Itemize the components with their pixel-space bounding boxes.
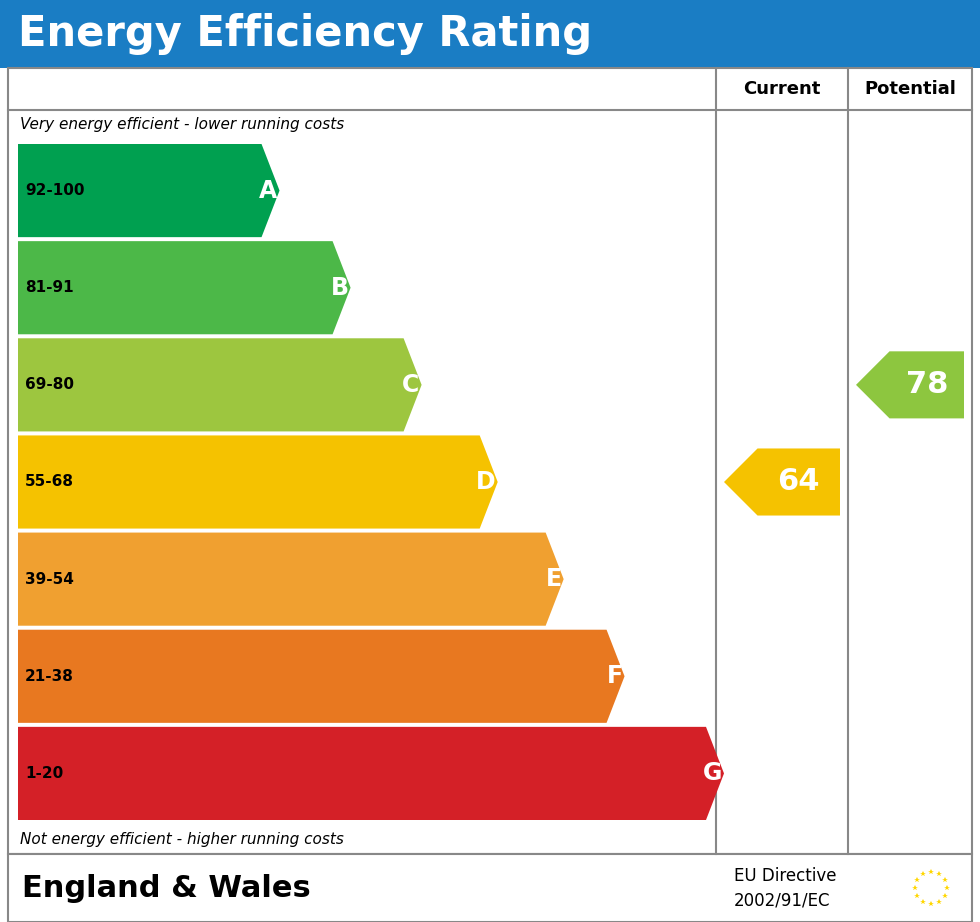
Text: England & Wales: England & Wales bbox=[22, 873, 311, 903]
Polygon shape bbox=[18, 727, 724, 820]
Text: 55-68: 55-68 bbox=[25, 475, 74, 490]
Text: 92-100: 92-100 bbox=[25, 183, 84, 198]
Text: 39-54: 39-54 bbox=[25, 572, 74, 586]
Text: 1-20: 1-20 bbox=[25, 766, 64, 781]
Text: D: D bbox=[476, 470, 496, 494]
Text: G: G bbox=[703, 762, 722, 786]
Bar bbox=[900, 859, 962, 917]
Text: 64: 64 bbox=[777, 467, 820, 497]
Text: Very energy efficient - lower running costs: Very energy efficient - lower running co… bbox=[20, 117, 344, 133]
Text: F: F bbox=[607, 664, 622, 689]
Text: Current: Current bbox=[743, 80, 820, 98]
Text: B: B bbox=[330, 276, 349, 300]
Text: E: E bbox=[546, 567, 562, 591]
Text: Not energy efficient - higher running costs: Not energy efficient - higher running co… bbox=[20, 832, 344, 846]
Polygon shape bbox=[18, 435, 498, 528]
Bar bbox=[8, 854, 972, 922]
Text: C: C bbox=[403, 372, 419, 396]
Polygon shape bbox=[18, 533, 563, 626]
Polygon shape bbox=[18, 144, 279, 237]
Bar bbox=[8, 68, 972, 854]
Text: A: A bbox=[260, 179, 277, 203]
Polygon shape bbox=[18, 338, 421, 431]
Text: 81-91: 81-91 bbox=[25, 280, 74, 295]
Text: 78: 78 bbox=[906, 371, 948, 399]
Text: EU Directive
2002/91/EC: EU Directive 2002/91/EC bbox=[734, 867, 837, 909]
Text: Potential: Potential bbox=[864, 80, 956, 98]
Text: 69-80: 69-80 bbox=[25, 377, 74, 393]
Text: 21-38: 21-38 bbox=[25, 668, 74, 684]
Polygon shape bbox=[18, 630, 624, 723]
Text: Energy Efficiency Rating: Energy Efficiency Rating bbox=[18, 13, 592, 55]
Polygon shape bbox=[724, 448, 840, 515]
Polygon shape bbox=[856, 351, 964, 419]
Bar bbox=[0, 0, 980, 68]
Polygon shape bbox=[18, 242, 351, 335]
